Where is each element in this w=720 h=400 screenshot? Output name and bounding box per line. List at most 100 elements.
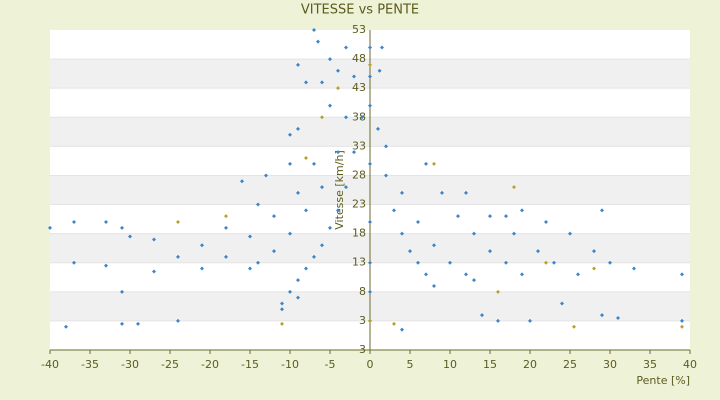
point <box>368 62 372 67</box>
point <box>440 190 444 195</box>
y-tick-label: 8 <box>359 285 366 298</box>
point <box>288 132 292 137</box>
point <box>200 266 204 271</box>
point <box>304 156 308 160</box>
point <box>296 278 300 283</box>
point <box>488 214 492 219</box>
point <box>520 208 524 213</box>
point <box>480 313 484 318</box>
point <box>432 284 436 288</box>
y-tick-label: 38 <box>352 110 366 123</box>
point <box>368 289 372 294</box>
point <box>368 45 372 50</box>
point <box>256 202 260 207</box>
point <box>384 144 388 149</box>
point <box>272 249 276 254</box>
point <box>504 214 508 219</box>
point <box>400 190 404 195</box>
x-tick-label: 25 <box>563 358 577 371</box>
point <box>472 231 476 236</box>
point <box>328 57 332 62</box>
point <box>72 220 76 224</box>
point <box>344 115 348 120</box>
point <box>320 80 324 85</box>
point <box>400 231 404 236</box>
point <box>288 289 292 294</box>
point <box>312 254 316 259</box>
point <box>408 249 412 254</box>
point <box>504 260 508 265</box>
point <box>384 173 388 178</box>
point <box>120 321 124 326</box>
point <box>48 225 52 230</box>
point <box>120 225 124 230</box>
x-tick-label: 15 <box>483 358 497 371</box>
point <box>608 260 612 265</box>
point <box>320 243 324 248</box>
y-tick-label: 33 <box>352 139 366 152</box>
point <box>224 254 228 259</box>
point <box>380 45 384 50</box>
point <box>256 260 260 265</box>
y-tick-label: 18 <box>352 227 366 240</box>
point <box>304 208 308 213</box>
point <box>344 185 348 190</box>
point <box>152 269 156 274</box>
x-tick-label: 10 <box>443 358 457 371</box>
point <box>104 220 108 224</box>
point <box>568 231 572 236</box>
point <box>496 318 500 323</box>
y-tick-label: 43 <box>352 81 366 94</box>
point <box>200 243 204 248</box>
point <box>680 318 684 323</box>
point <box>368 260 372 265</box>
point <box>336 208 340 213</box>
point <box>552 260 556 265</box>
point <box>120 289 124 294</box>
point <box>336 150 340 155</box>
point <box>368 161 372 166</box>
point <box>592 266 596 271</box>
point <box>352 150 356 155</box>
point <box>488 249 492 254</box>
point <box>352 74 356 79</box>
x-tick-label: -30 <box>121 358 139 371</box>
point <box>368 318 372 323</box>
point <box>264 173 268 178</box>
point <box>176 220 180 224</box>
point <box>424 161 428 166</box>
point <box>600 313 604 318</box>
point <box>400 327 404 332</box>
point <box>416 220 420 224</box>
point <box>416 260 420 265</box>
point <box>240 179 244 184</box>
point <box>248 266 252 271</box>
point <box>296 190 300 195</box>
point <box>520 272 524 277</box>
point <box>224 225 228 230</box>
point <box>368 103 372 108</box>
x-tick-label: -35 <box>81 358 99 371</box>
y-tick-label: 23 <box>352 198 366 211</box>
point <box>680 272 684 277</box>
point <box>368 74 372 79</box>
point <box>572 324 576 329</box>
point <box>536 249 540 254</box>
point <box>304 266 308 271</box>
x-tick-label: -10 <box>281 358 299 371</box>
point <box>464 272 468 277</box>
x-tick-label: -20 <box>201 358 219 371</box>
x-axis-title: Pente [%] <box>636 374 690 387</box>
point <box>680 324 684 329</box>
y-axis-title: Vitesse [km/h] <box>333 150 346 230</box>
point <box>224 214 228 219</box>
point <box>176 254 180 259</box>
point <box>576 272 580 277</box>
point <box>280 307 284 312</box>
point <box>296 295 300 300</box>
y-tick-label: 48 <box>352 52 366 65</box>
point <box>424 272 428 277</box>
point <box>472 278 476 283</box>
point <box>316 39 320 44</box>
point <box>304 80 308 85</box>
